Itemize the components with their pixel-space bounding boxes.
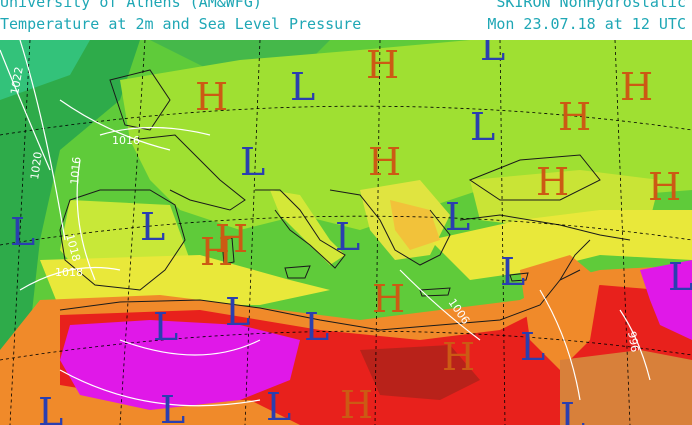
arabia-magenta [640,260,692,340]
coastline-turkey [459,214,631,241]
high-marker: H [200,230,233,274]
low-marker: L [240,140,265,184]
isobar-1006 [399,269,481,341]
high-marker: H [340,383,373,425]
isobar-1018-north [59,99,171,151]
parallel-2 [0,215,692,246]
isobar-levant [539,289,581,401]
isobar-label-8: 996 [625,330,641,353]
atlantic-cool-field [0,40,140,350]
coastline-balkans [329,189,451,266]
high-marker: H [372,277,405,321]
coastline-black-sea [468,154,601,201]
italy-land-field [270,190,345,265]
forecast-map: 1022 1020 1016 1016 1018 1018 1006 996 H… [0,40,692,425]
parallel-1 [0,105,692,136]
meridian-2 [119,40,146,425]
high-marker: H [366,43,399,87]
high-marker: H [536,160,569,204]
low-marker: L [560,395,585,425]
low-marker: L [335,215,360,259]
far-north-cool-field [0,40,90,100]
isobar-1018-south [19,266,121,291]
isobar-label-6: 1018 [55,266,83,279]
island-sicily [284,265,311,279]
coastline-north-africa [59,269,581,331]
low-marker: L [140,205,165,249]
isobar-1022 [0,49,51,171]
low-marker: L [304,305,329,349]
island-sardinia [221,237,235,265]
high-marker: H [215,217,248,261]
sahara-magenta-west [60,320,300,410]
high-marker: H [442,335,475,379]
warm-patches-balkans [390,200,440,250]
header-row-1: University of Athens (AM&WFG) SKIRON Non… [0,0,692,12]
levant-orange [520,255,600,370]
valid-time-label: Mon 23.07.18 at 12 UTC [487,15,686,33]
low-marker: L [153,305,178,349]
isobar-sahara-1 [119,339,261,356]
low-marker: L [290,65,315,109]
southeast-orange [560,350,692,425]
graticule [0,40,692,425]
low-marker: L [38,390,63,425]
coastline-iberia [59,189,186,291]
isobar-1016-west [76,159,96,281]
high-marker: H [620,65,653,109]
coastline-france [129,134,246,211]
coastline-levant [559,239,591,281]
meridian-1 [9,40,31,425]
map-canvas: 1022 1020 1016 1016 1018 1018 1006 996 H… [0,40,692,425]
isobar-label-4: 1016 [68,156,83,185]
meridian-4 [374,40,381,425]
meridian-5 [499,40,506,425]
low-marker: L [520,325,545,369]
isobars [0,40,651,407]
isobar-label-3: 1016 [112,134,140,147]
parallel-3 [0,330,692,361]
low-marker: L [10,210,35,254]
low-marker: L [480,40,505,69]
map-title: Temperature at 2m and Sea Level Pressure [0,15,362,33]
warm-belt-east [430,210,692,280]
low-marker: L [160,388,185,425]
low-pressure-markers: L L L L L L L L L L L L L L L L L L [10,40,692,425]
institution-label: University of Athens (AM&WFG) [0,0,262,11]
low-marker: L [266,385,291,425]
low-marker: L [668,255,692,299]
high-marker: H [558,95,591,139]
sahara-darkred-patch [360,345,480,400]
low-marker: L [470,105,495,149]
high-marker: H [648,165,681,209]
high-marker: H [368,140,401,184]
header-row-2: Temperature at 2m and Sea Level Pressure… [0,14,692,34]
meridian-3 [244,40,261,425]
high-marker: H [195,75,228,119]
low-marker: L [225,290,250,334]
low-marker: L [500,250,525,294]
isobar-996 [619,309,651,381]
isobar-1016-east [99,126,211,136]
isobar-1020 [19,40,66,241]
coastline-italy [255,189,346,269]
meridian-6 [614,40,631,425]
isobar-sahara-2 [59,369,261,407]
high-pressure-markers: H H H H H H H H H H H H [195,43,681,425]
isobar-label-2: 1020 [28,151,45,181]
low-marker: L [445,195,470,239]
island-cyprus [509,272,529,282]
model-name-label: SKIRON NonHydrostatic [496,0,686,11]
island-crete [419,287,451,297]
isobar-label-1: 1022 [8,66,26,96]
